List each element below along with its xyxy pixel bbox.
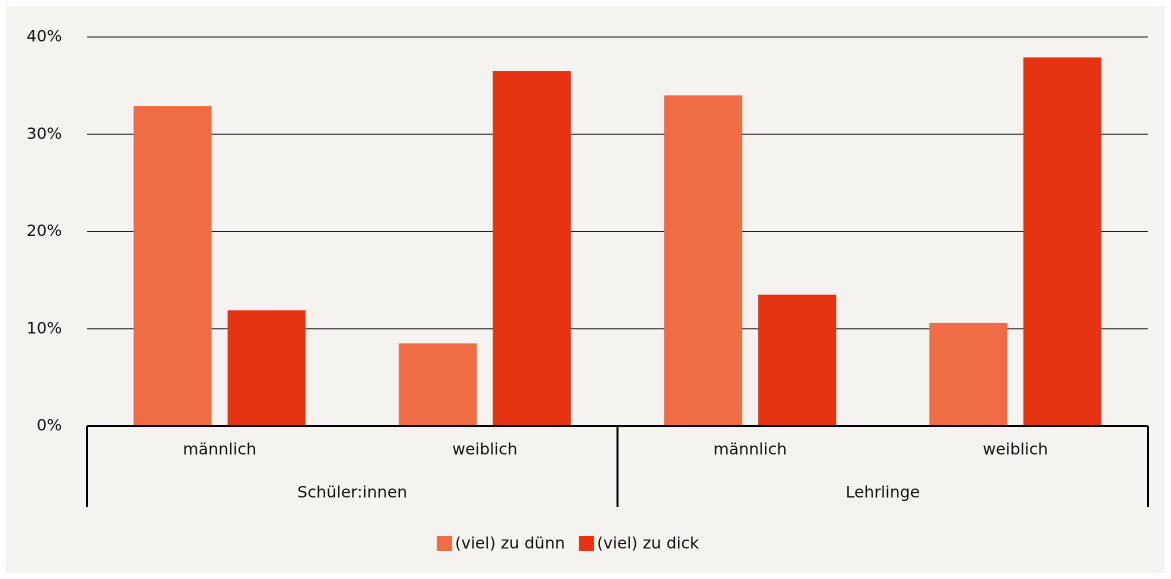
bar [227,310,306,426]
bar [133,106,212,427]
bar [664,95,743,426]
x-tick-label: weiblich [452,440,517,459]
y-tick-label: 40% [26,27,62,46]
legend-label: (viel) zu dünn [455,534,565,553]
x-tick-label: weiblich [983,440,1048,459]
bar [929,322,1008,426]
group-label: Lehrlinge [846,483,920,502]
group-label: Schüler:innen [297,483,407,502]
legend-swatch [578,536,594,551]
legend-label: (viel) zu dick [597,534,700,553]
x-tick-label: männlich [183,440,257,459]
legend-swatch [437,536,452,551]
y-tick-label: 10% [26,318,62,337]
x-tick-label: männlich [713,440,787,459]
bar [758,294,837,426]
y-tick-label: 20% [26,221,62,240]
bar [492,71,571,426]
y-tick-label: 30% [26,124,62,143]
bar [1023,57,1102,427]
y-tick-label: 0% [37,416,62,435]
bar [398,343,477,426]
